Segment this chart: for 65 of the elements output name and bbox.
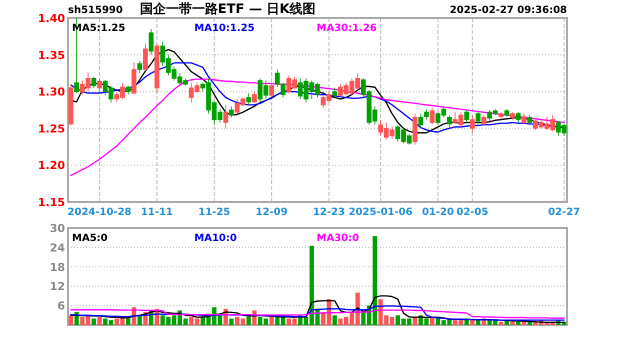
- candlestick: [498, 112, 504, 120]
- candlestick: [510, 112, 515, 120]
- chart-title: 国企一带一路ETF — 日K线图: [140, 2, 316, 17]
- bar: [97, 316, 102, 325]
- candlestick: [424, 108, 429, 120]
- bar: [126, 318, 130, 325]
- candlestick: [143, 43, 148, 72]
- y-tick-label: 1.15: [38, 196, 65, 209]
- candlestick: [97, 78, 102, 92]
- candlestick: [447, 114, 452, 129]
- candlestick: [252, 91, 257, 104]
- candlestick: [527, 114, 532, 126]
- x-tick-label: 11-25: [198, 207, 230, 218]
- bar: [332, 315, 337, 325]
- candlestick: [246, 92, 252, 106]
- x-tick-label: 02-27: [548, 207, 580, 218]
- y-tick-label: 12: [50, 280, 65, 294]
- x-tick-label: 01-20: [422, 207, 454, 218]
- bar: [92, 318, 96, 325]
- bar: [138, 315, 142, 325]
- text: MA5:0: [72, 233, 108, 244]
- bar: [269, 316, 274, 325]
- candlestick: [223, 104, 228, 129]
- y-tick-label: 30: [50, 222, 66, 235]
- y-tick-label: 1.35: [38, 48, 65, 62]
- y-tick-label: 6: [57, 300, 66, 313]
- candlestick: [269, 82, 274, 98]
- y-tick-label: 1.40: [38, 12, 66, 25]
- x-tick-label: 12-09: [256, 207, 288, 218]
- candlestick: [137, 60, 142, 74]
- bar: [229, 318, 234, 325]
- candlestick: [470, 114, 475, 132]
- bar: [68, 315, 74, 325]
- x-tick-label: 12-23: [312, 207, 346, 218]
- text: 2025-02-27 09:36:08: [450, 5, 568, 16]
- y-tick-label: 1.25: [38, 122, 65, 136]
- candlestick: [68, 84, 74, 126]
- bar: [470, 320, 475, 325]
- candlestick: [412, 113, 418, 145]
- candlestick: [464, 110, 470, 123]
- text: MA10:1.25: [194, 23, 255, 34]
- bar: [246, 315, 251, 325]
- x-tick-label: 2025-01-06: [348, 207, 413, 218]
- x-tick-label: 02-05: [456, 207, 488, 218]
- candlestick: [332, 88, 338, 98]
- text: MA30:0: [316, 233, 360, 244]
- x-tick-label: 2024-10-28: [68, 207, 132, 218]
- text: MA10:0: [194, 233, 237, 244]
- y-tick-label: 18: [50, 260, 65, 274]
- candlestick: [481, 114, 486, 126]
- bar: [516, 322, 520, 325]
- y-tick-label: 24: [50, 241, 66, 254]
- text: MA30:1.26: [316, 23, 377, 34]
- x-tick-label: 11-11: [140, 207, 173, 218]
- line-series: [70, 305, 565, 321]
- y-tick-label: 1.20: [38, 159, 66, 172]
- candlestick: [132, 62, 136, 95]
- candlestick: [154, 43, 160, 94]
- text: sh515990: [68, 5, 123, 16]
- candlestick: [522, 113, 526, 124]
- y-tick-label: 1.30: [38, 86, 66, 99]
- candlestick: [476, 112, 481, 124]
- candlestick: [229, 106, 234, 118]
- line-series: [70, 309, 565, 319]
- line-series: [70, 78, 565, 176]
